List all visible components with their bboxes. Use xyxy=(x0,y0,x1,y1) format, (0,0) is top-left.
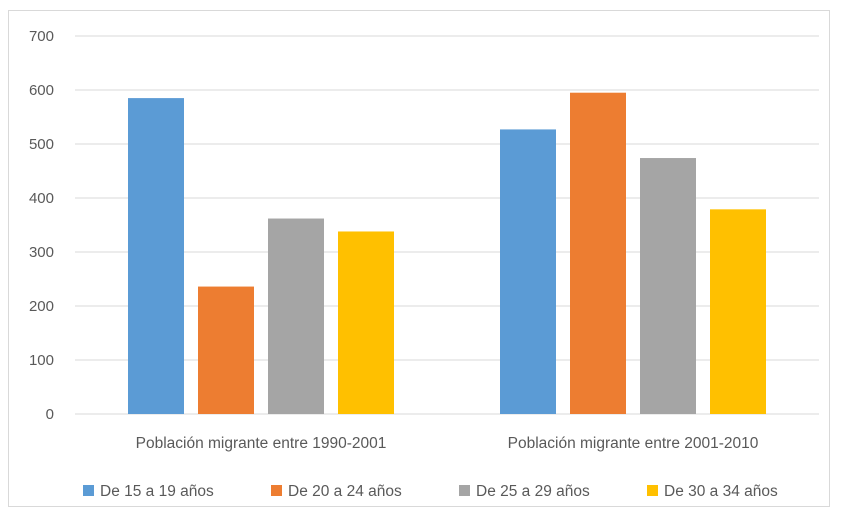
y-axis-ticks: 0 100 200 300 400 500 600 700 xyxy=(29,28,54,423)
x-category-label: Población migrante entre 1990-2001 xyxy=(136,435,387,452)
legend: De 15 a 19 años De 20 a 24 años De 25 a 29… xyxy=(83,483,778,500)
y-tick-label: 500 xyxy=(29,136,54,153)
chart-frame: 0 100 200 300 400 500 600 700 Población migrant… xyxy=(8,10,830,507)
legend-label: De 30 a 34 años xyxy=(664,483,778,500)
bar xyxy=(128,98,184,414)
legend-label: De 15 a 19 años xyxy=(100,483,214,500)
legend-label: De 20 a 24 años xyxy=(288,483,402,500)
bar xyxy=(500,129,556,415)
y-tick-label: 100 xyxy=(29,352,54,369)
legend-item: De 15 a 19 años xyxy=(83,483,214,500)
y-tick-label: 300 xyxy=(29,244,54,261)
legend-swatch xyxy=(647,485,658,496)
y-tick-label: 700 xyxy=(29,28,54,45)
legend-label: De 25 a 29 años xyxy=(476,483,590,500)
legend-item: De 30 a 34 años xyxy=(647,483,778,500)
legend-item: De 25 a 29 años xyxy=(459,483,590,500)
bar xyxy=(570,92,626,414)
legend-swatch xyxy=(459,485,470,496)
gridlines xyxy=(75,35,819,415)
y-tick-label: 200 xyxy=(29,298,54,315)
legend-item: De 20 a 24 años xyxy=(271,483,402,500)
bars xyxy=(128,92,766,415)
legend-swatch xyxy=(83,485,94,496)
legend-swatch xyxy=(271,485,282,496)
bar xyxy=(640,158,696,414)
bar xyxy=(710,209,766,414)
bar xyxy=(268,218,324,414)
x-axis-labels: Población migrante entre 1990-2001 Poblac… xyxy=(136,435,759,452)
chart: 0 100 200 300 400 500 600 700 Población migrant… xyxy=(29,28,819,500)
bar xyxy=(338,231,394,414)
y-tick-label: 400 xyxy=(29,190,54,207)
bar xyxy=(198,286,254,414)
y-tick-label: 600 xyxy=(29,82,54,99)
x-category-label: Población migrante entre 2001-2010 xyxy=(508,435,759,452)
y-tick-label: 0 xyxy=(46,406,54,423)
